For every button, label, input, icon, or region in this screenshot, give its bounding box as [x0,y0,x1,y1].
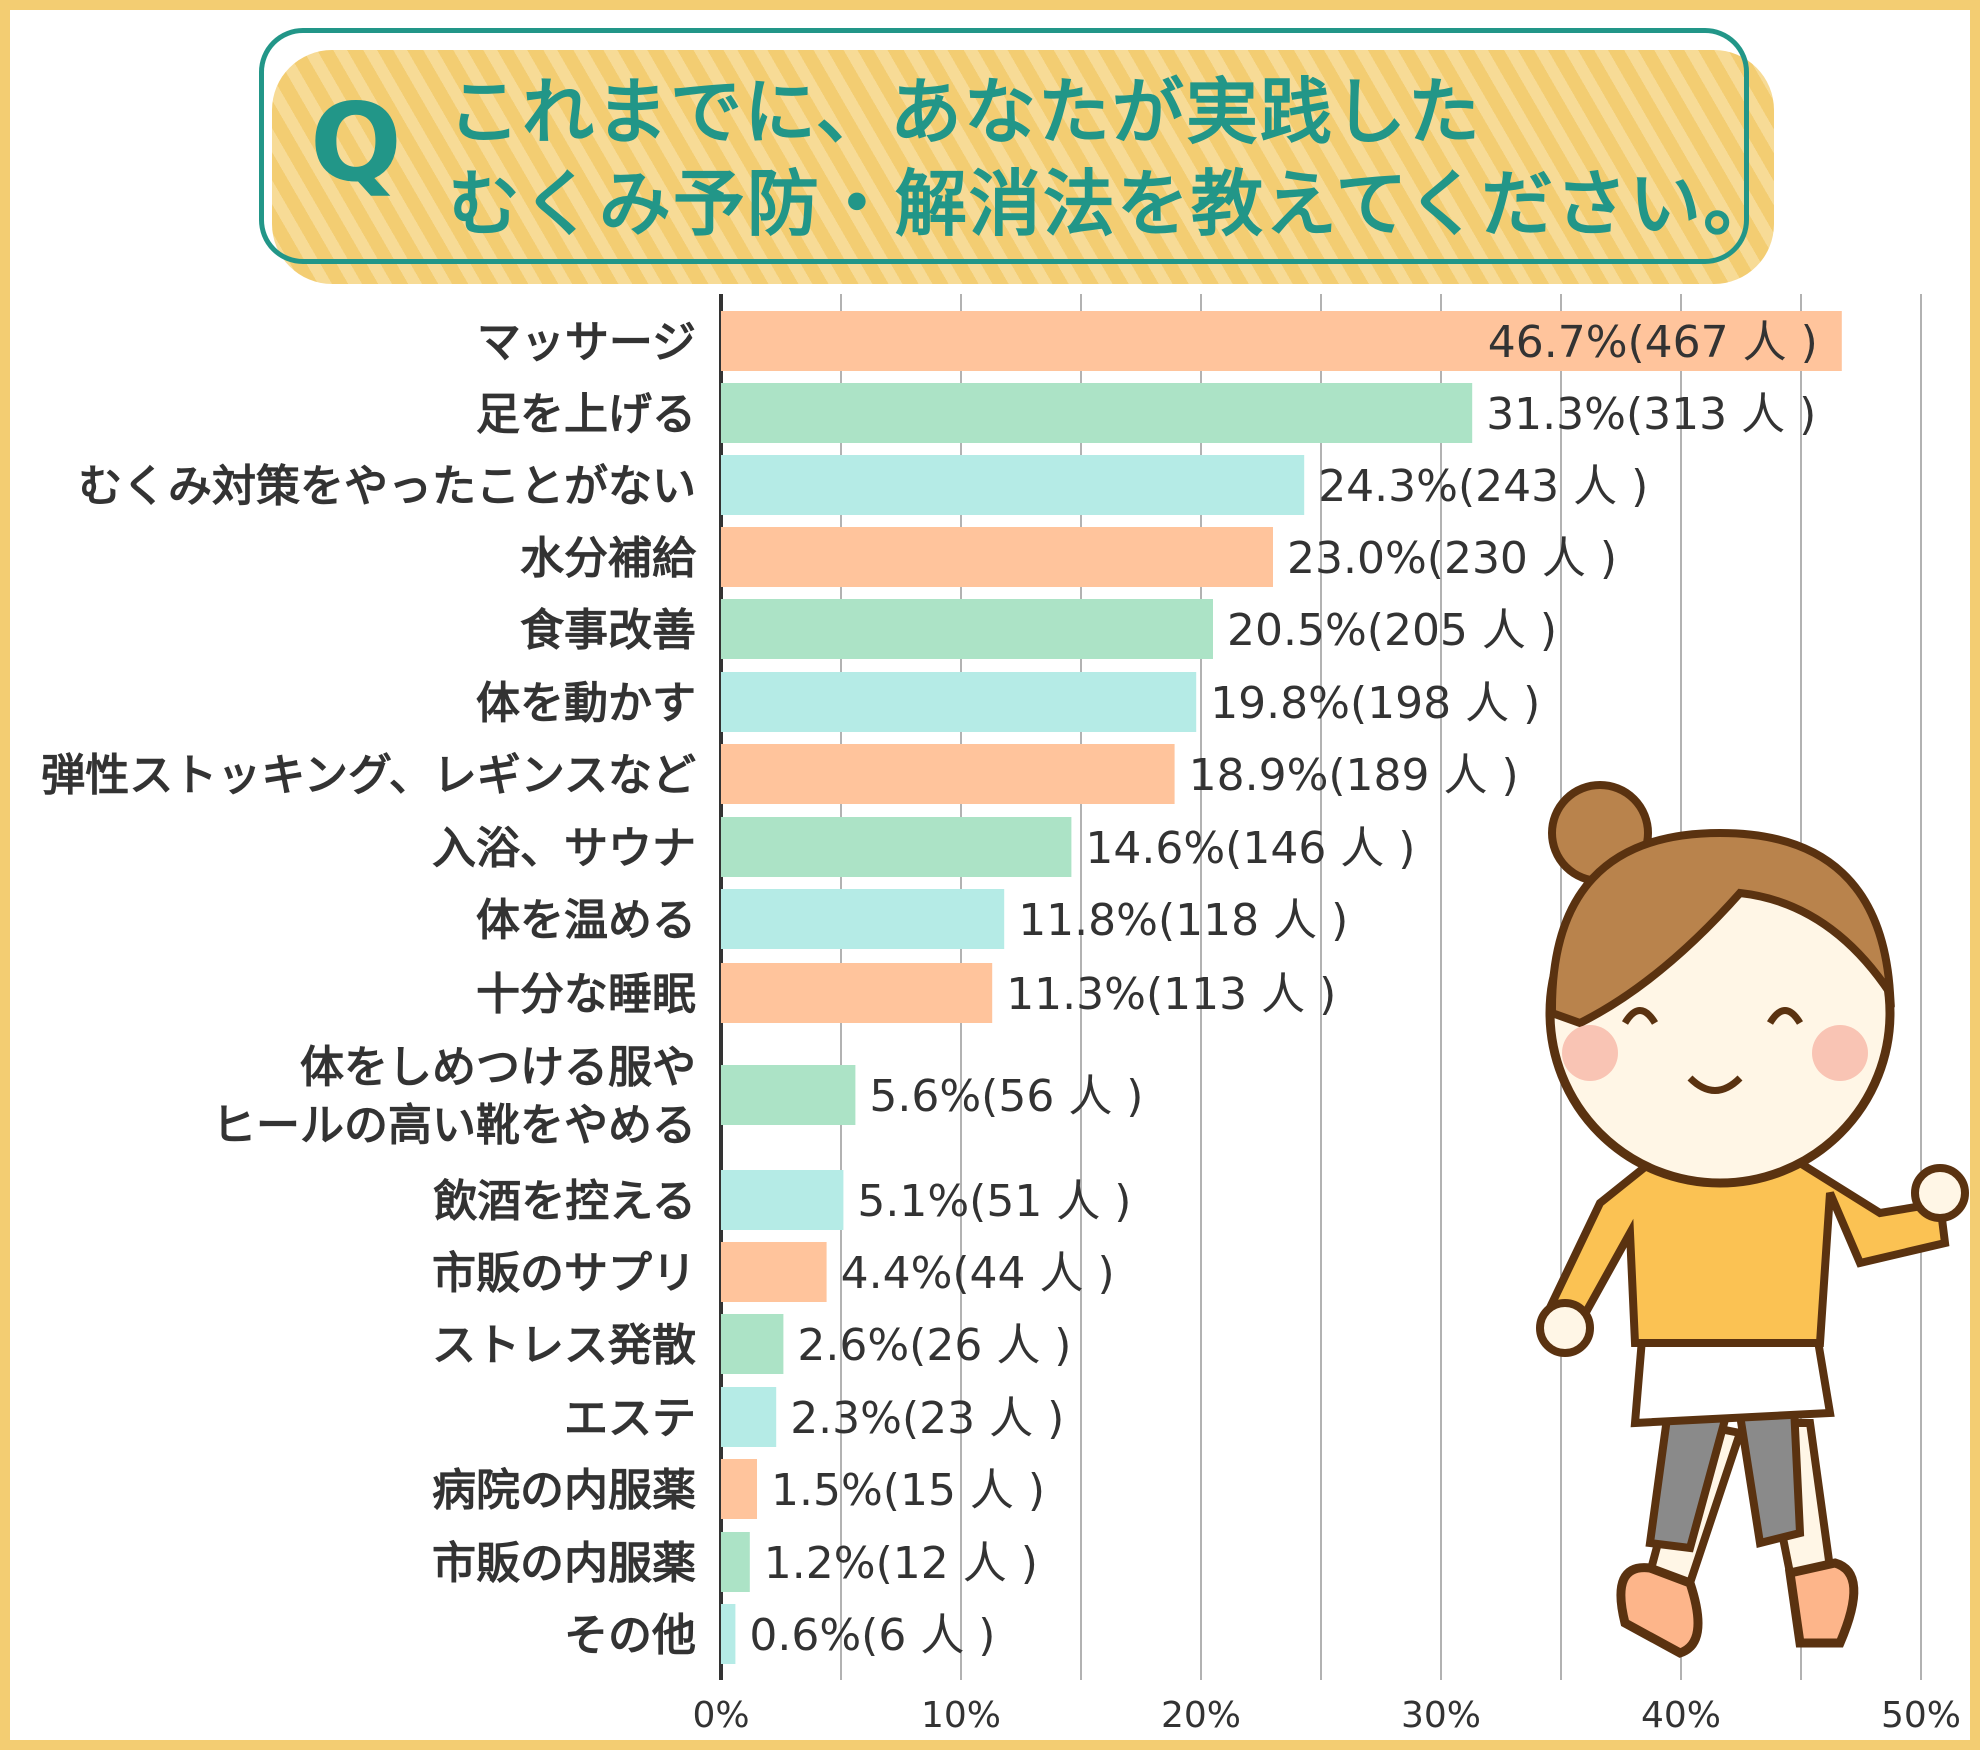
girl-cheek-left [1562,1025,1618,1081]
girl-hand [1536,1299,1594,1357]
bar [721,1532,750,1592]
x-tick-label: 10% [921,1695,1001,1736]
girl-hair [1547,828,1895,1028]
girl-fist [1911,1164,1969,1222]
value-label: 0.6%(6 人 ) [749,1610,995,1661]
x-tick-label: 40% [1641,1695,1721,1736]
walking-girl-illustration [1536,781,1969,1658]
value-label: 20.5%(205 人 ) [1227,605,1557,656]
x-tick-label: 30% [1401,1695,1481,1736]
bar [721,383,1473,443]
category-label: その他 [564,1610,696,1661]
value-label: 5.6%(56 人 ) [869,1071,1143,1122]
bar [721,599,1213,659]
bar [721,1242,827,1302]
girl-eye-right [1766,1007,1804,1025]
category-label: 体を動かす [476,678,696,729]
bar [721,1387,777,1447]
value-label: 1.5%(15 人 ) [771,1465,1045,1516]
question-title-line1: これまでに、あなたが実践した [448,70,1482,154]
category-label: エステ [564,1393,696,1444]
value-label: 18.9%(189 人 ) [1189,750,1519,801]
bar [721,1314,784,1374]
question-title-line2: むくみ予防・解消法を教えてください。 [448,162,1778,246]
category-label: 足を上げる [476,389,696,440]
value-label: 24.3%(243 人 ) [1318,461,1648,512]
bar [721,455,1305,515]
category-label: 入浴、サウナ [432,823,696,874]
category-label: マッサージ [477,317,696,368]
value-label: 19.8%(198 人 ) [1210,678,1540,729]
bar [721,527,1273,587]
category-label: ヒールの高い靴をやめる [212,1100,696,1151]
value-label: 1.2%(12 人 ) [764,1538,1038,1589]
girl-shoe-right [1784,1558,1859,1648]
question-header [259,28,1749,264]
value-label: 2.3%(23 人 ) [790,1393,1064,1444]
category-label: 市販の内服薬 [432,1538,696,1589]
category-label: 病院の内服薬 [432,1465,696,1516]
category-label: 体を温める [476,895,696,946]
category-label: 十分な睡眠 [476,969,696,1020]
question-title: これまでに、あなたが実践した むくみ予防・解消法を教えてください。 [448,66,1777,250]
bars [721,311,1842,1664]
value-label: 46.7%(467 人 ) [1488,317,1818,368]
bar [721,311,1842,371]
value-label: 4.4%(44 人 ) [841,1248,1115,1299]
category-label: 飲酒を控える [433,1176,696,1227]
category-label: 水分補給 [520,533,697,584]
bar [721,963,993,1023]
labels: 0% 10% 20% 30% 40% 50% マッサージ 46.7%(467 人 ) 足を上げる… [41,317,1961,1736]
girl-shoe-left [1616,1563,1703,1658]
bar [721,672,1197,732]
value-label: 14.6%(146 人 ) [1085,823,1415,874]
value-label: 11.3%(113 人 ) [1006,969,1336,1020]
value-label: 11.8%(118 人 ) [1018,895,1348,946]
question-mark-q: Q [310,81,402,206]
header-pattern-band [272,50,1774,284]
x-tick-label: 20% [1161,1695,1241,1736]
x-tick-label: 0% [692,1695,749,1736]
category-label: 市販のサプリ [432,1248,696,1299]
x-tick-label: 50% [1881,1695,1961,1736]
category-label: むくみ対策をやったことがない [78,461,696,512]
bar [721,1065,856,1125]
category-label: ストレス発散 [432,1320,696,1371]
category-label: 弾性ストッキング、レギンスなど [41,750,696,801]
category-label: 体をしめつける服や [300,1042,696,1093]
value-label: 23.0%(230 人 ) [1287,533,1617,584]
bar [721,1604,736,1664]
bar [721,889,1005,949]
category-label: 食事改善 [520,605,696,656]
girl-mouth [1687,1075,1743,1094]
value-label: 2.6%(26 人 ) [797,1320,1071,1371]
bar [721,1459,757,1519]
value-label: 5.1%(51 人 ) [857,1176,1131,1227]
girl-eye-left [1621,1007,1659,1025]
girl-cheek-right [1812,1025,1868,1081]
bar [721,817,1072,877]
bar [721,1170,844,1230]
value-label: 31.3%(313 人 ) [1486,389,1816,440]
bar [721,744,1175,804]
